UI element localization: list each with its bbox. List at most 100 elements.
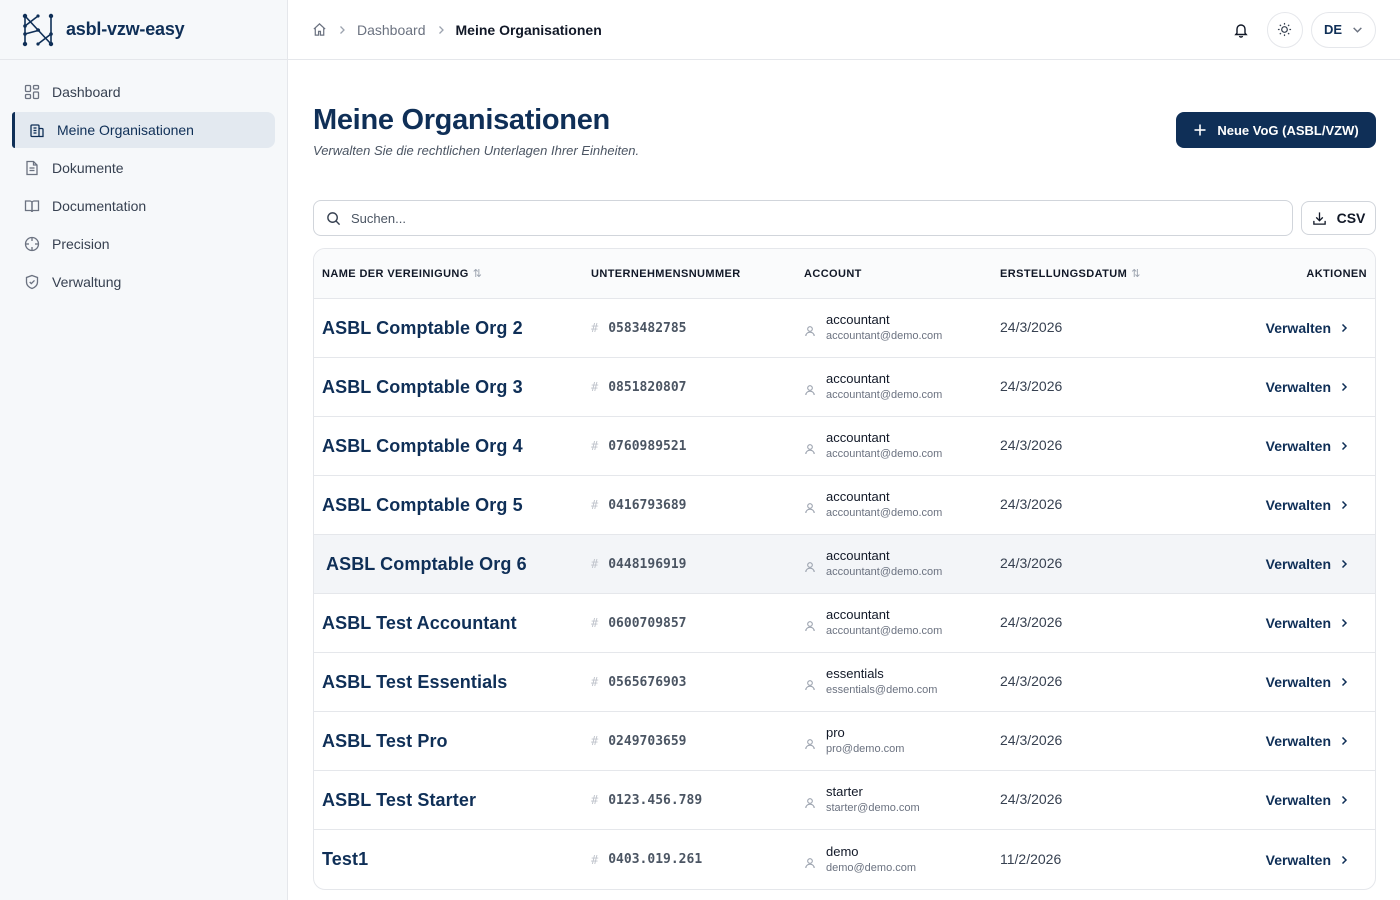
manage-button[interactable]: Verwalten <box>1266 497 1367 513</box>
account-email: accountant@demo.com <box>826 448 943 460</box>
manage-button[interactable]: Verwalten <box>1266 792 1367 808</box>
hash-icon: # <box>591 498 599 512</box>
organization-name-link[interactable]: ASBL Test Pro <box>322 730 448 751</box>
top-actions: DE <box>1223 11 1376 48</box>
account-email: essentials@demo.com <box>826 684 938 696</box>
table-row: ASBL Test Essentials #0565676903 essenti… <box>314 653 1375 712</box>
manage-button[interactable]: Verwalten <box>1266 379 1367 395</box>
sidebar-item-precision[interactable]: Precision <box>12 226 275 262</box>
account-name: accountant <box>826 548 890 563</box>
download-icon <box>1312 211 1327 226</box>
organization-name-link[interactable]: ASBL Comptable Org 6 <box>326 553 527 574</box>
manage-label: Verwalten <box>1265 733 1331 749</box>
organization-name-link[interactable]: ASBL Comptable Org 4 <box>322 435 523 456</box>
column-label: ERSTELLUNGSDATUM <box>1000 268 1128 280</box>
bell-icon[interactable] <box>1223 12 1259 48</box>
sidebar-item-label: Documentation <box>52 198 147 214</box>
breadcrumb-dashboard[interactable]: Dashboard <box>357 21 426 38</box>
csv-export-button[interactable]: CSV <box>1301 201 1376 235</box>
sidebar-item-verwaltung[interactable]: Verwaltung <box>12 264 275 300</box>
column-account-header: ACCOUNT <box>804 268 1000 280</box>
manage-button[interactable]: Verwalten <box>1266 615 1367 631</box>
manage-label: Verwalten <box>1265 556 1331 572</box>
manage-button[interactable]: Verwalten <box>1266 320 1367 336</box>
company-number: 0416793689 <box>608 497 687 513</box>
organization-name-link[interactable]: ASBL Comptable Org 3 <box>322 376 523 397</box>
page-title: Meine Organisationen <box>313 104 610 136</box>
creation-date: 11/2/2026 <box>1000 850 1062 867</box>
organization-name-link[interactable]: ASBL Test Starter <box>322 789 477 810</box>
column-name-header[interactable]: NAME DER VEREINIGUNG ⇅ <box>314 267 591 280</box>
table-body: ASBL Comptable Org 2 #0583482785 account… <box>314 299 1375 889</box>
chevron-right-icon <box>1339 736 1349 746</box>
chevron-right-icon <box>1339 855 1349 865</box>
theme-toggle-button[interactable] <box>1266 11 1303 48</box>
column-label: UNTERNEHMENSNUMMER <box>591 267 741 280</box>
manage-label: Verwalten <box>1265 320 1331 336</box>
manage-button[interactable]: Verwalten <box>1266 733 1367 749</box>
sidebar-item-label: Verwaltung <box>52 274 122 290</box>
manage-button[interactable]: Verwalten <box>1266 674 1367 690</box>
sun-icon <box>1277 22 1292 37</box>
creation-date: 24/3/2026 <box>1000 319 1063 335</box>
sidebar-item-dashboard[interactable]: Dashboard <box>12 74 275 110</box>
organization-name-link[interactable]: Test1 <box>322 849 369 869</box>
column-actions-header: AKTIONEN <box>1220 268 1375 280</box>
organization-name-link[interactable]: ASBL Test Accountant <box>322 612 517 633</box>
sidebar-item-label: Meine Organisationen <box>57 122 194 138</box>
home-icon[interactable] <box>312 22 327 37</box>
sidebar: asbl-vzw-easy Dashboard Meine Organisati… <box>0 0 288 900</box>
manage-label: Verwalten <box>1265 379 1331 395</box>
company-number: 0760989521 <box>608 438 687 454</box>
table-row: ASBL Comptable Org 6 #0448196919 account… <box>314 535 1375 594</box>
sidebar-item-label: Dokumente <box>52 160 124 176</box>
column-label: ACCOUNT <box>804 267 862 280</box>
language-select[interactable]: DE <box>1310 11 1376 48</box>
new-organization-button[interactable]: Neue VoG (ASBL/VZW) <box>1176 112 1376 148</box>
manage-button[interactable]: Verwalten <box>1266 438 1367 454</box>
company-number: 0448196919 <box>608 556 687 572</box>
company-number: 0565676903 <box>608 674 687 690</box>
manage-button[interactable]: Verwalten <box>1266 852 1367 868</box>
creation-date: 24/3/2026 <box>1000 437 1063 453</box>
account-email: accountant@demo.com <box>826 566 943 578</box>
account-name: accountant <box>826 430 890 445</box>
account-email: demo@demo.com <box>826 861 917 874</box>
organization-name-link[interactable]: ASBL Comptable Org 5 <box>322 494 523 515</box>
table-row: ASBL Comptable Org 4 #0760989521 account… <box>314 417 1375 476</box>
manage-label: Verwalten <box>1265 792 1331 808</box>
new-organization-label: Neue VoG (ASBL/VZW) <box>1217 122 1359 138</box>
table-row: ASBL Comptable Org 2 #0583482785 account… <box>314 299 1375 358</box>
company-number: 0249703659 <box>608 733 687 749</box>
sidebar-item-dokumente[interactable]: Dokumente <box>12 150 275 186</box>
creation-date: 24/3/2026 <box>1000 791 1063 807</box>
manage-label: Verwalten <box>1265 438 1331 454</box>
language-label: DE <box>1323 22 1342 37</box>
plus-icon <box>1193 123 1207 137</box>
sidebar-item-documentation[interactable]: Documentation <box>12 188 275 224</box>
creation-date: 24/3/2026 <box>1000 555 1063 571</box>
user-icon <box>804 443 816 455</box>
sidebar-item-meine-organisationen[interactable]: Meine Organisationen <box>12 112 275 148</box>
search-input[interactable] <box>351 210 1251 226</box>
hash-icon: # <box>591 557 599 571</box>
organization-name-link[interactable]: ASBL Test Essentials <box>322 671 508 692</box>
manage-label: Verwalten <box>1265 851 1331 868</box>
creation-date: 24/3/2026 <box>1000 673 1063 689</box>
table-row: ASBL Test Starter #0123.456.789 starter … <box>314 771 1375 830</box>
column-date-header[interactable]: ERSTELLUNGSDATUM ⇅ <box>1000 267 1220 280</box>
table-row: Test1 #0403.019.261 demo demo@demo.com 1… <box>314 830 1375 889</box>
brand[interactable]: asbl-vzw-easy <box>0 0 287 60</box>
organization-name-link[interactable]: ASBL Comptable Org 2 <box>322 317 523 338</box>
user-icon <box>804 738 816 750</box>
main-content: Meine Organisationen Verwalten Sie die r… <box>288 60 1400 900</box>
chevron-right-icon <box>1339 323 1349 333</box>
table-row: ASBL Test Accountant #0600709857 account… <box>314 594 1375 653</box>
company-number: 0403.019.261 <box>608 852 703 867</box>
account-email: starter@demo.com <box>826 802 920 814</box>
hash-icon: # <box>591 852 599 867</box>
search-icon <box>326 211 341 226</box>
company-number: 0583482785 <box>608 320 687 336</box>
manage-button[interactable]: Verwalten <box>1266 556 1367 572</box>
manage-label: Verwalten <box>1265 497 1331 513</box>
